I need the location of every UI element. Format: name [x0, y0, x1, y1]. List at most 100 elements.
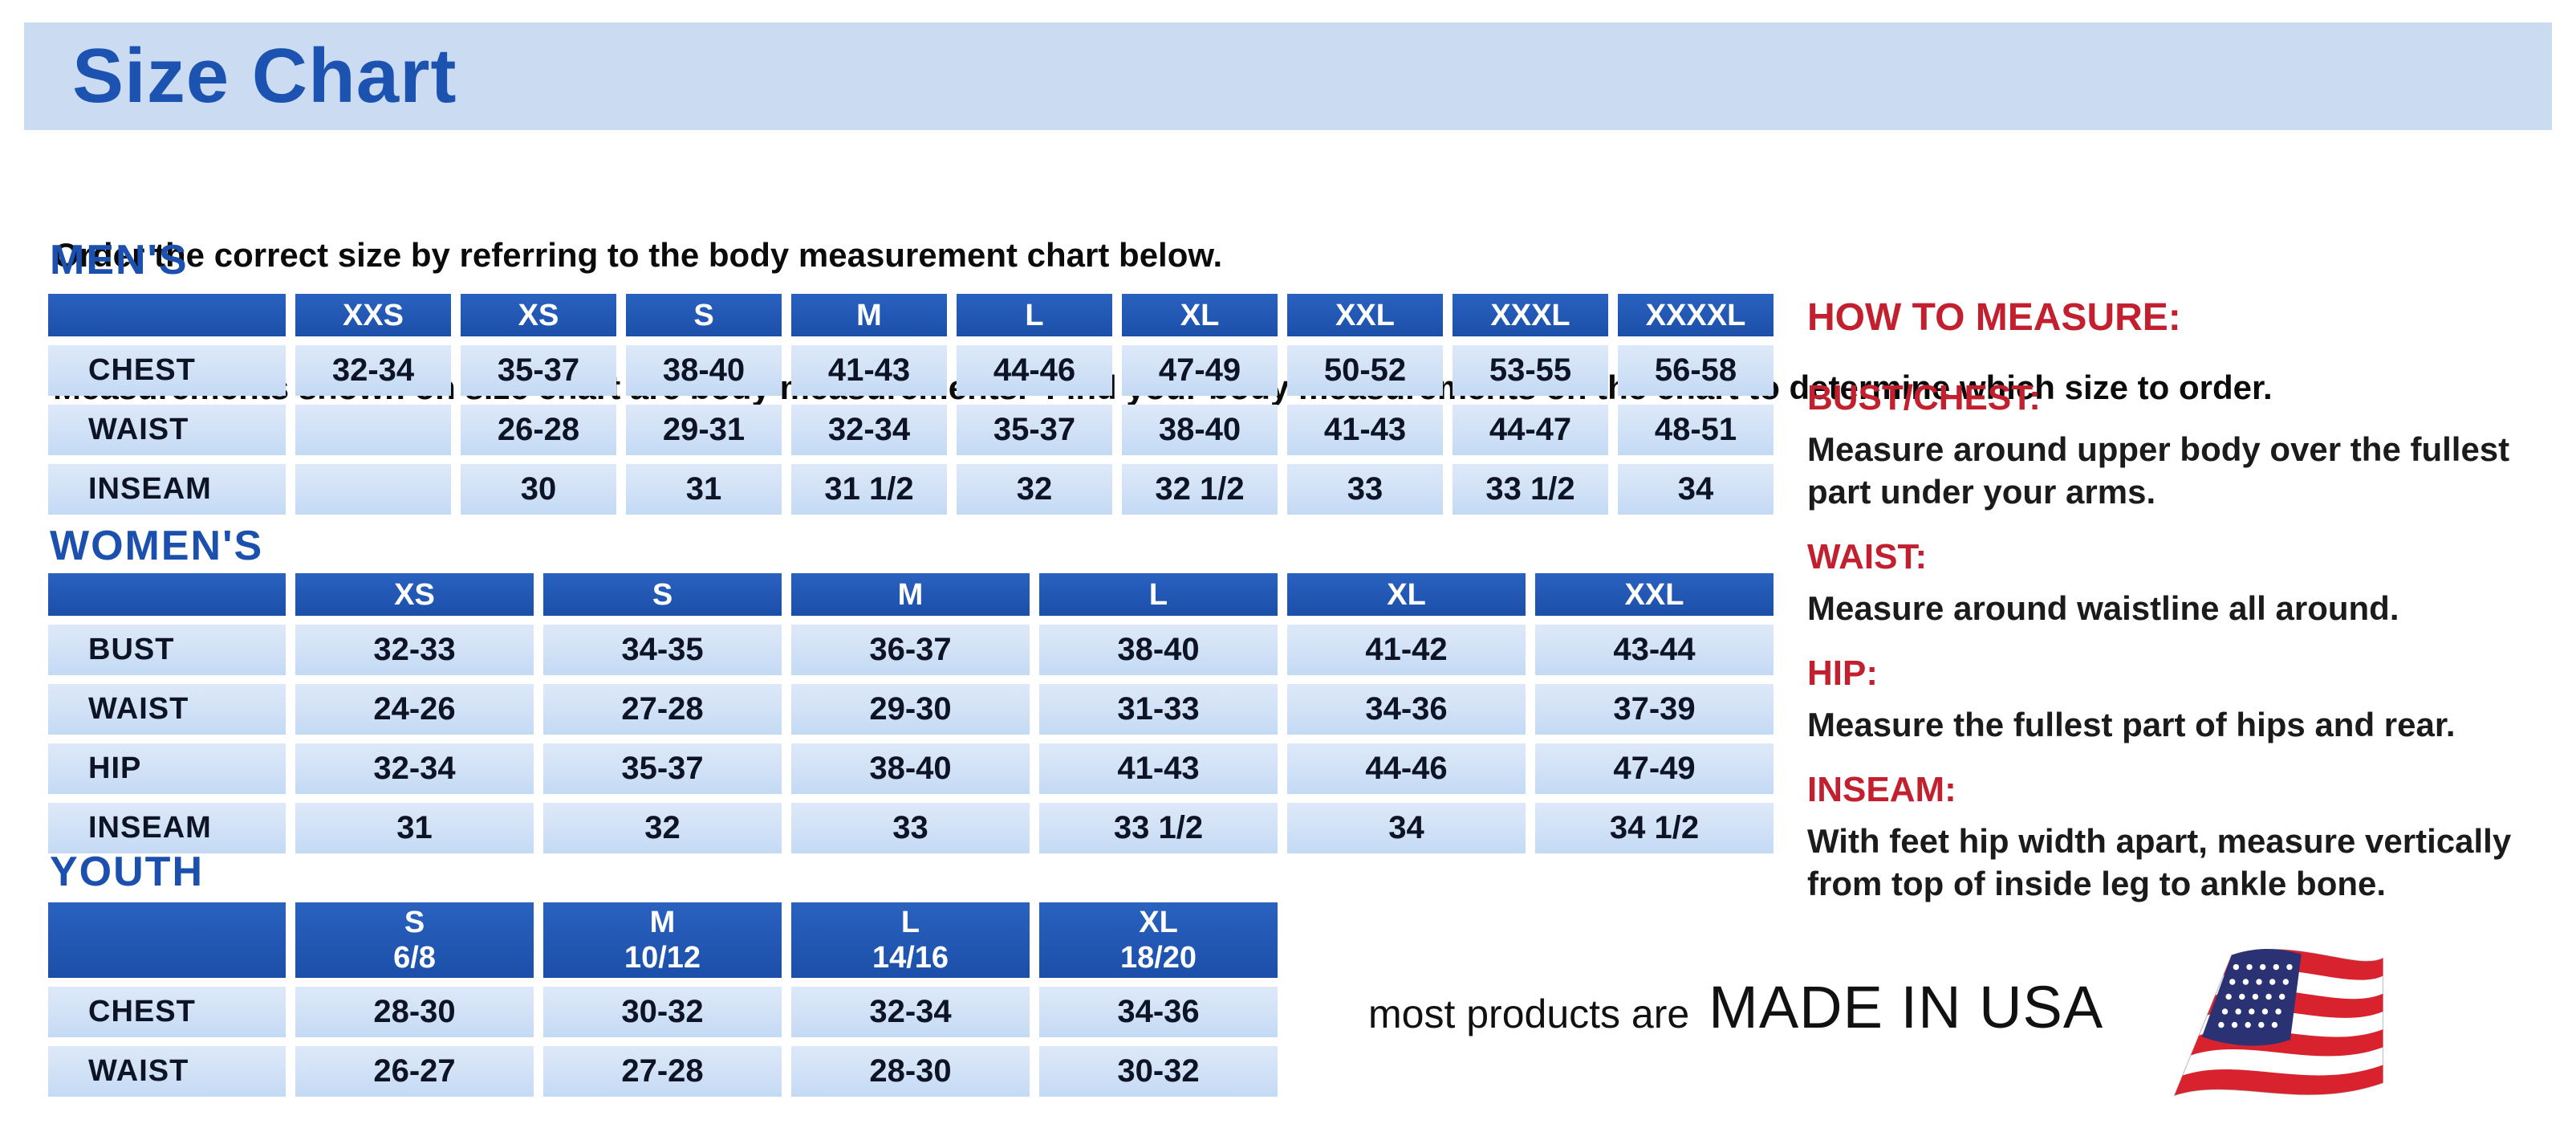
- size-value-cell: 41-43: [1287, 405, 1443, 455]
- size-value-cell: 28-30: [791, 1046, 1030, 1097]
- measure-item-label: HIP:: [1807, 654, 1878, 693]
- size-value-cell: 38-40: [626, 345, 782, 396]
- flag-stars: [2218, 963, 2293, 1028]
- size-value-cell: 38-40: [1039, 625, 1278, 675]
- size-value-cell: 32-34: [295, 345, 451, 396]
- measure-item-text: With feet hip width apart, measure verti…: [1807, 822, 2512, 902]
- row-label-cell: WAIST: [48, 1046, 286, 1097]
- size-value-cell: 32: [957, 464, 1112, 515]
- size-value-cell: 50-52: [1287, 345, 1443, 396]
- measure-item: HIP: Measure the fullest part of hips an…: [1807, 654, 2558, 746]
- size-value-cell: 41-43: [791, 345, 947, 396]
- size-value-cell: 24-26: [295, 684, 534, 735]
- size-value-cell: 34: [1618, 464, 1774, 515]
- mens-size-table: XXS XS S M L XL XXL XXXL XXXXL CHEST 32-34 35-37 38-…: [48, 294, 1774, 515]
- row-label-cell: INSEAM: [48, 803, 286, 853]
- size-value-cell: 33: [791, 803, 1030, 853]
- measure-item: INSEAM: With feet hip width apart, measu…: [1807, 770, 2558, 905]
- measure-item-label: INSEAM:: [1807, 770, 1956, 809]
- size-header-cell: XL: [1287, 573, 1526, 616]
- size-value-cell: 29-31: [626, 405, 782, 455]
- size-value-cell: 48-51: [1618, 405, 1774, 455]
- size-header-cell: M: [791, 573, 1030, 616]
- how-to-measure-section: HOW TO MEASURE: BUST/CHEST: Measure arou…: [1807, 295, 2558, 929]
- size-value-cell: 44-46: [1287, 743, 1526, 794]
- title-banner: Size Chart: [24, 22, 2552, 130]
- size-header-cell: XL 18/20: [1039, 902, 1278, 978]
- section-label-mens: MEN'S: [50, 237, 189, 283]
- size-value-cell: 32 1/2: [1122, 464, 1278, 515]
- size-value-cell: 34 1/2: [1535, 803, 1774, 853]
- table-corner-cell: [48, 294, 286, 336]
- size-value-cell: 41-43: [1039, 743, 1278, 794]
- size-header-cell: XS: [295, 573, 534, 616]
- row-label-cell: HIP: [48, 743, 286, 794]
- flag-canton: [2201, 948, 2302, 1046]
- size-header-cell: M 10/12: [543, 902, 782, 978]
- row-label-cell: WAIST: [48, 684, 286, 735]
- size-header-cell: L 14/16: [791, 902, 1030, 978]
- us-flag-icon: [2173, 948, 2384, 1097]
- size-value-cell: 28-30: [295, 987, 534, 1037]
- measure-item-text: Measure around waistline all around.: [1807, 589, 2399, 627]
- size-value-cell: 44-47: [1453, 405, 1608, 455]
- measure-item-text: Measure the fullest part of hips and rea…: [1807, 706, 2456, 743]
- size-value-cell: 30: [461, 464, 616, 515]
- size-value-cell: 31 1/2: [791, 464, 947, 515]
- size-value-cell: 44-46: [957, 345, 1112, 396]
- size-value-cell: 32-33: [295, 625, 534, 675]
- size-value-cell: [295, 464, 451, 515]
- size-value-cell: [295, 405, 451, 455]
- size-header-cell: S 6/8: [295, 902, 534, 978]
- section-label-womens: WOMEN'S: [50, 523, 264, 569]
- table-corner-cell: [48, 573, 286, 616]
- size-value-cell: 30-32: [543, 987, 782, 1037]
- section-label-youth: YOUTH: [50, 849, 204, 895]
- size-header-cell: XXXXL: [1618, 294, 1774, 336]
- size-value-cell: 37-39: [1535, 684, 1774, 735]
- made-in-usa-prefix: most products are: [1368, 992, 1690, 1036]
- size-value-cell: 38-40: [791, 743, 1030, 794]
- row-label-cell: CHEST: [48, 345, 286, 396]
- size-value-cell: 38-40: [1122, 405, 1278, 455]
- size-value-cell: 31: [626, 464, 782, 515]
- row-label-cell: INSEAM: [48, 464, 286, 515]
- size-value-cell: 32: [543, 803, 782, 853]
- page-title: Size Chart: [72, 33, 457, 119]
- size-value-cell: 34-35: [543, 625, 782, 675]
- made-in-usa-label: MADE IN USA: [1709, 974, 2104, 1040]
- size-header-cell: XXL: [1535, 573, 1774, 616]
- size-header-cell: XXL: [1287, 294, 1443, 336]
- size-value-cell: 33: [1287, 464, 1443, 515]
- size-value-cell: 30-32: [1039, 1046, 1278, 1097]
- size-value-cell: 43-44: [1535, 625, 1774, 675]
- youth-size-table: S 6/8 M 10/12 L 14/16 XL 18/20 CHEST 28-30 30-…: [48, 902, 1278, 1097]
- size-value-cell: 47-49: [1122, 345, 1278, 396]
- made-in-usa-text: most products are MADE IN USA: [1368, 973, 2103, 1041]
- size-header-cell: L: [1039, 573, 1278, 616]
- row-label-cell: BUST: [48, 625, 286, 675]
- how-to-measure-title: HOW TO MEASURE:: [1807, 296, 2181, 339]
- size-value-cell: 35-37: [461, 345, 616, 396]
- size-value-cell: 36-37: [791, 625, 1030, 675]
- size-header-cell: L: [957, 294, 1112, 336]
- size-value-cell: 33 1/2: [1039, 803, 1278, 853]
- size-value-cell: 33 1/2: [1453, 464, 1608, 515]
- size-value-cell: 31-33: [1039, 684, 1278, 735]
- size-value-cell: 56-58: [1618, 345, 1774, 396]
- measure-item-label: BUST/CHEST:: [1807, 378, 2041, 417]
- size-value-cell: 35-37: [543, 743, 782, 794]
- size-value-cell: 32-34: [791, 987, 1030, 1037]
- measure-item: BUST/CHEST: Measure around upper body ov…: [1807, 378, 2558, 513]
- size-header-cell: S: [626, 294, 782, 336]
- table-corner-cell: [48, 902, 286, 978]
- measure-item-text: Measure around upper body over the fulle…: [1807, 430, 2510, 511]
- womens-size-table: XS S M L XL XXL BUST 32-33 34-35 36-37 38-40 41-42 4…: [48, 573, 1774, 853]
- row-label-cell: CHEST: [48, 987, 286, 1037]
- size-header-cell: S: [543, 573, 782, 616]
- size-value-cell: 27-28: [543, 684, 782, 735]
- size-header-cell: XXXL: [1453, 294, 1608, 336]
- size-header-cell: XXS: [295, 294, 451, 336]
- size-value-cell: 27-28: [543, 1046, 782, 1097]
- intro-line-1: Order the correct size by referring to t…: [53, 236, 1223, 274]
